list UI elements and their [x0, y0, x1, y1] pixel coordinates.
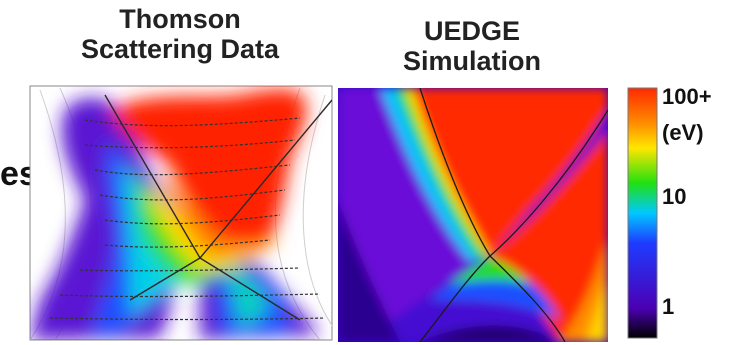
uedge-yellow-right — [585, 280, 608, 342]
panel-title-uedge: UEDGE Simulation — [336, 16, 608, 76]
region-orange — [160, 170, 280, 259]
title-line-1: UEDGE — [423, 16, 521, 46]
thomson-data-map — [30, 89, 332, 340]
uedge-panel — [338, 88, 608, 342]
title-line-2: Simulation — [402, 46, 541, 76]
region-high — [110, 89, 307, 244]
uedge-hot-top — [412, 88, 608, 255]
title-line-1: Thomson — [119, 4, 241, 34]
uedge-map — [338, 88, 608, 342]
colorbar-unit: (eV) — [662, 120, 704, 145]
thomson-panel — [29, 85, 333, 341]
uedge-lower-blue — [430, 258, 560, 320]
uedge-deep — [338, 200, 400, 342]
title-line-2: Scattering Data — [80, 34, 280, 64]
colorbar — [627, 87, 658, 339]
colorbar-tick-10: 10 — [662, 184, 687, 209]
colorbar-tick-100: 100+ — [662, 84, 712, 109]
panel-title-thomson: Thomson Scattering Data — [30, 4, 330, 64]
colorbar-rect — [627, 87, 658, 339]
uedge-separatrix — [419, 88, 608, 342]
thomson-traces — [49, 117, 326, 321]
uedge-lowleft — [338, 88, 480, 342]
colorbar-tick-1: 1 — [662, 294, 675, 319]
uedge-hot-right — [490, 130, 608, 342]
uedge-bottom-dark — [420, 325, 560, 342]
thomson-separatrix — [104, 94, 332, 321]
